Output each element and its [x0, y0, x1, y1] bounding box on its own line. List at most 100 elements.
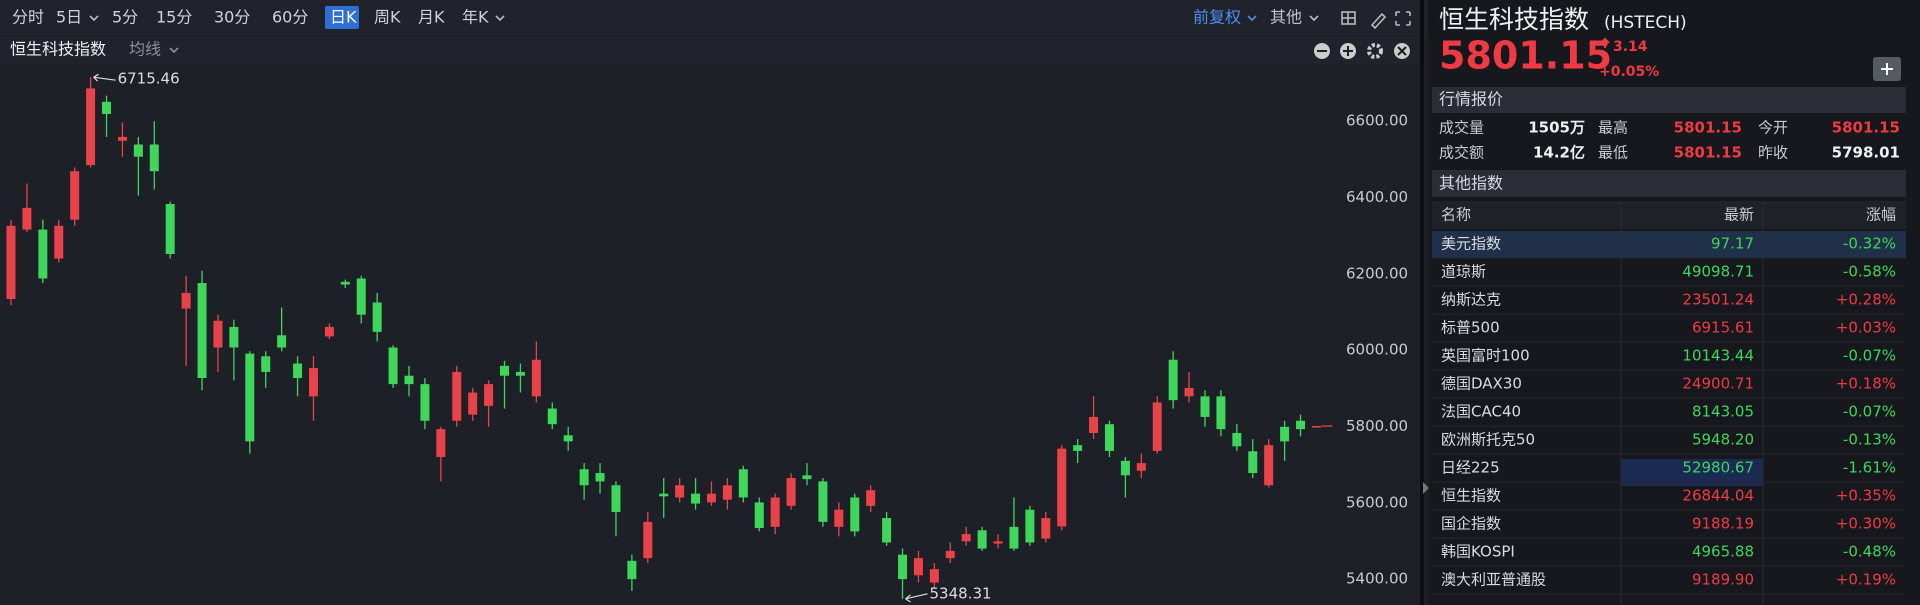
- candle-body: [6, 225, 16, 300]
- index-name[interactable]: 法国CAC40: [1441, 403, 1521, 421]
- y-tick-label: 6600.00: [1346, 112, 1408, 130]
- index-change: +0.35%: [1836, 487, 1896, 505]
- candle-body: [929, 569, 939, 583]
- candle-body: [579, 469, 589, 486]
- candle-body: [515, 371, 525, 376]
- candle-body: [86, 88, 96, 166]
- other-select[interactable]: 其他: [1270, 8, 1302, 27]
- candle-body: [627, 560, 637, 580]
- y-tick-label: 6200.00: [1346, 264, 1408, 282]
- period-tab[interactable]: 年K: [462, 8, 489, 27]
- index-name[interactable]: 纳斯达克: [1441, 291, 1501, 309]
- index-last: 52980.67: [1682, 459, 1754, 477]
- y-tick-label: 5400.00: [1346, 570, 1408, 588]
- candle-body: [1311, 426, 1321, 428]
- chart-tools[interactable]: [1314, 43, 1410, 59]
- index-name[interactable]: 国企指数: [1441, 515, 1501, 533]
- quote-label: 昨收: [1758, 144, 1788, 162]
- candle-body: [738, 469, 748, 498]
- index-change: -0.07%: [1843, 403, 1896, 421]
- candle-body: [691, 493, 701, 504]
- index-name[interactable]: 标普500: [1441, 319, 1500, 337]
- candle-body: [117, 136, 127, 141]
- period-tab[interactable]: 周K: [374, 8, 401, 27]
- candle-body: [308, 368, 318, 397]
- index-last: 4965.88: [1692, 543, 1754, 561]
- quote-label: 今开: [1758, 119, 1788, 137]
- dropdown-caret: [169, 47, 179, 54]
- section-bar: [1432, 170, 1906, 197]
- collapse-arrow[interactable]: [1423, 482, 1429, 494]
- candle-body: [643, 521, 653, 559]
- period-tab[interactable]: 30分: [214, 8, 250, 27]
- index-name[interactable]: 澳大利亚普通股: [1441, 571, 1546, 589]
- index-last: 23501.24: [1682, 291, 1754, 309]
- candle-body: [850, 497, 860, 532]
- candle-body: [722, 485, 732, 500]
- chart-header: [0, 36, 1420, 64]
- candle-body: [452, 371, 462, 421]
- period-tab[interactable]: 分时: [12, 8, 44, 27]
- period-tab[interactable]: 5日: [56, 8, 82, 27]
- period-tab[interactable]: 5分: [112, 8, 138, 27]
- dropdown-caret: [1247, 15, 1257, 22]
- candle-body: [1280, 426, 1290, 442]
- toolbar-icons[interactable]: [1341, 11, 1411, 30]
- y-tick-label: 6400.00: [1346, 188, 1408, 206]
- candle-body: [547, 408, 557, 425]
- index-change: -0.07%: [1843, 347, 1896, 365]
- index-name[interactable]: 德国DAX30: [1441, 375, 1522, 393]
- period-tab[interactable]: 15分: [156, 8, 192, 27]
- candle-body: [277, 335, 287, 348]
- add-icon: [1881, 63, 1893, 75]
- index-name[interactable]: 英国富时100: [1441, 347, 1530, 365]
- quote-label: 最高: [1598, 119, 1628, 137]
- y-tick-label: 6000.00: [1346, 341, 1408, 359]
- candle-body: [261, 356, 271, 372]
- index-name[interactable]: 欧洲斯托克50: [1441, 431, 1535, 449]
- index-last: 26844.04: [1682, 487, 1754, 505]
- index-name[interactable]: 恒生指数: [1441, 487, 1501, 505]
- candle-body: [834, 509, 844, 527]
- candle-body: [372, 302, 382, 332]
- candle-body: [866, 490, 876, 506]
- candle-body: [1264, 445, 1274, 486]
- candle-body: [500, 365, 510, 376]
- candle-body: [977, 530, 987, 549]
- candle-body: [420, 384, 430, 421]
- index-name[interactable]: 韩国KOSPI: [1441, 543, 1515, 561]
- index-last: 10143.44: [1682, 347, 1754, 365]
- section-title: 其他指数: [1439, 174, 1503, 193]
- quote-value: 14.2亿: [1533, 144, 1585, 162]
- candle-body: [1120, 460, 1130, 476]
- candle-body: [786, 477, 796, 506]
- dropdown-caret: [495, 15, 505, 22]
- ma-select[interactable]: 均线: [129, 40, 161, 59]
- candle-body: [54, 225, 64, 259]
- candle-body: [1248, 451, 1258, 474]
- candle-body: [611, 485, 621, 512]
- quote-label: 最低: [1598, 144, 1628, 162]
- index-name[interactable]: 日经225: [1441, 459, 1500, 477]
- quote-label: 成交额: [1439, 144, 1484, 162]
- candle-body: [1025, 509, 1035, 543]
- candle-body: [913, 558, 923, 576]
- min-pointer: [905, 593, 928, 603]
- candle-body: [197, 283, 207, 379]
- table-header: 最新: [1724, 206, 1754, 224]
- period-tab[interactable]: 月K: [418, 8, 445, 27]
- candle-body: [595, 473, 605, 482]
- candle-body: [1216, 396, 1226, 430]
- period-tab[interactable]: 60分: [272, 8, 308, 27]
- table-header: 名称: [1441, 206, 1471, 224]
- candle-body: [165, 204, 175, 255]
- period-tab[interactable]: 日K: [330, 8, 357, 27]
- candle-body: [1009, 526, 1019, 549]
- index-last: 5948.20: [1692, 431, 1754, 449]
- candle-body: [802, 475, 812, 480]
- adjust-select[interactable]: 前复权: [1193, 8, 1241, 27]
- index-name[interactable]: 道琼斯: [1441, 263, 1486, 281]
- index-name[interactable]: 美元指数: [1441, 235, 1501, 253]
- candle-body: [102, 101, 112, 114]
